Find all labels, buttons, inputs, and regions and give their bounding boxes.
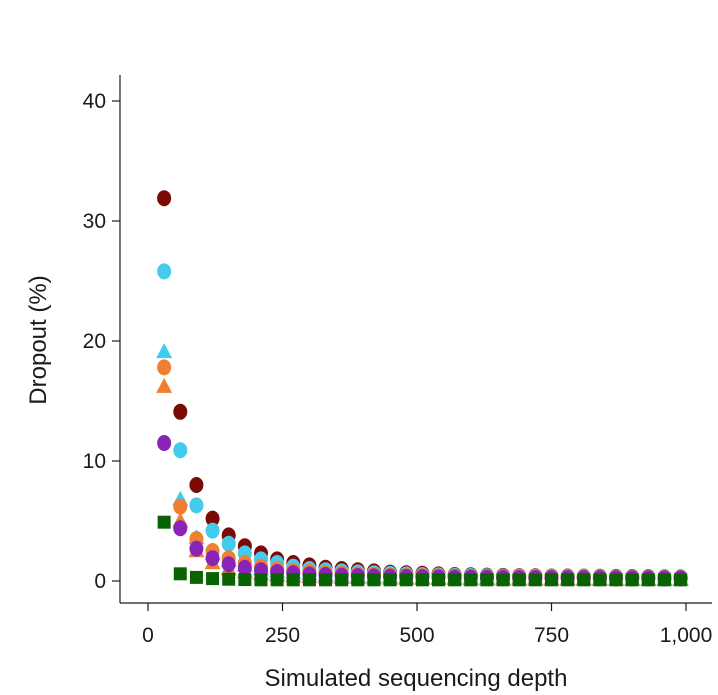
data-point [157,190,172,207]
y-tick-label: 20 [83,330,106,353]
y-tick-label: 10 [83,450,106,473]
data-point [189,477,204,493]
data-point [205,510,220,527]
data-point [528,573,542,587]
data-point [270,573,284,587]
data-point [432,573,446,587]
data-point [367,573,381,587]
data-point [415,573,429,587]
data-point [577,573,591,587]
data-point [173,403,188,420]
series-4 [157,359,688,586]
x-tick-label: 500 [399,624,434,647]
axes: 0 10 20 30 40 0 250 500 750 1,000 [83,75,713,647]
data-point [205,522,220,539]
data-marks [156,190,689,587]
data-point [625,573,639,587]
x-tick-label: 250 [265,624,300,647]
data-point [238,573,252,587]
data-point [641,573,655,587]
series-7 [157,515,688,587]
data-point [657,573,671,587]
data-point [173,442,188,459]
data-point [335,573,349,587]
data-point [157,435,172,451]
series-1 [157,190,688,586]
x-tick-label: 1,000 [660,624,713,647]
series-5 [156,377,689,586]
data-point [286,573,300,587]
data-point [205,550,220,567]
data-point [173,567,187,581]
data-point [173,498,188,515]
y-tick-label: 0 [94,570,106,593]
data-point [609,573,623,587]
data-point [221,535,236,552]
data-point [189,570,203,584]
data-point [561,573,575,587]
data-point [254,573,268,587]
series-2 [157,263,688,586]
data-point [157,359,172,376]
data-point [222,572,236,586]
data-point [173,520,188,537]
y-tick-label: 30 [83,210,106,233]
data-point [157,515,171,529]
data-point [674,573,688,587]
data-point [221,556,236,573]
data-point [156,343,173,359]
x-tick-label: 750 [534,624,569,647]
data-point [399,573,413,587]
data-point [496,573,510,587]
data-point [302,573,316,587]
y-tick-label: 40 [83,90,106,113]
data-point [189,540,204,557]
data-point [480,573,494,587]
x-tick-label: 0 [142,624,154,647]
data-point [512,573,526,587]
y-axis-title: Dropout (%) [25,275,52,404]
data-point [593,573,607,587]
data-point [351,573,365,587]
series-6 [157,435,688,587]
data-point [156,377,173,393]
data-point [448,573,462,587]
x-axis-title: Simulated sequencing depth [265,665,568,692]
data-point [206,572,220,586]
data-point [189,497,204,514]
data-point [157,263,172,280]
data-point [383,573,397,587]
series-3 [156,343,689,586]
data-point [237,559,252,576]
data-point [319,573,333,587]
data-point [464,573,478,587]
data-point [545,573,558,587]
